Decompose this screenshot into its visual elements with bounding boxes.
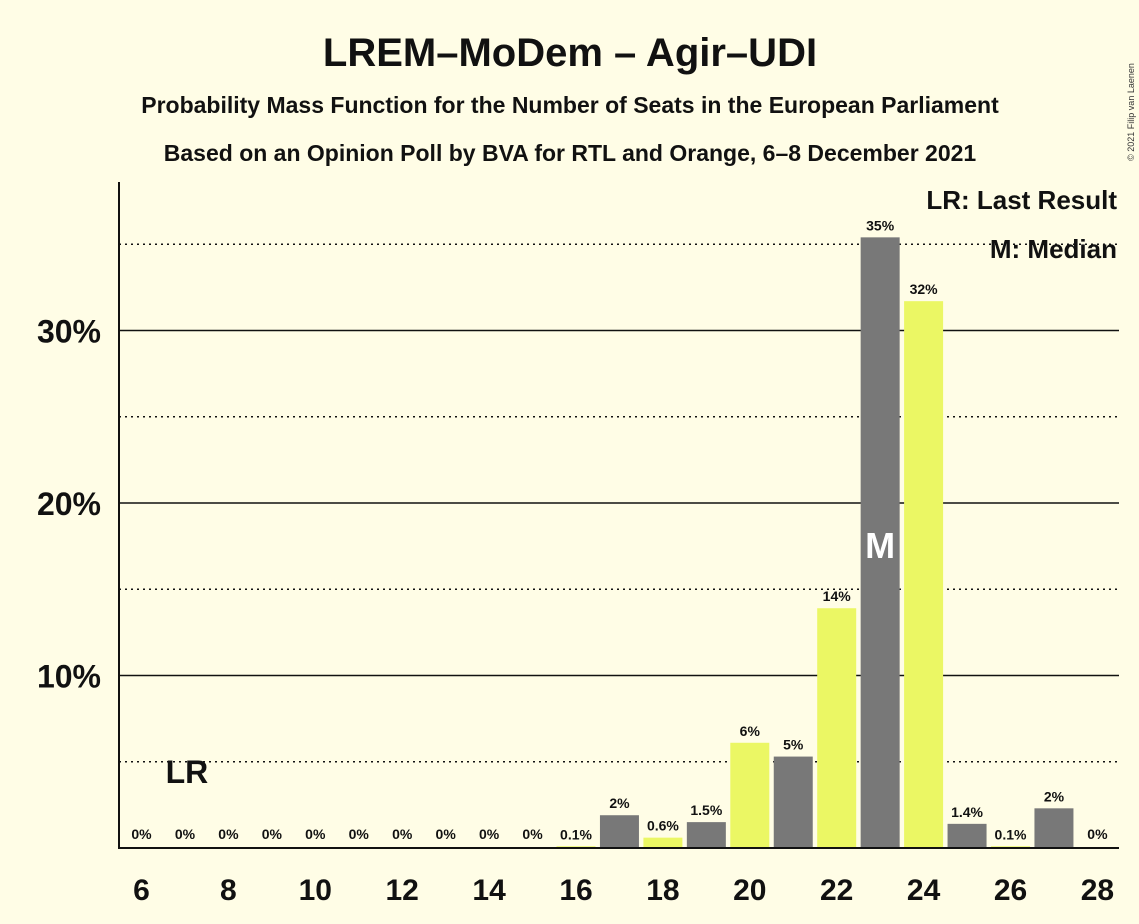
data-label-15: 0% (522, 826, 543, 842)
x-tick-label: 24 (907, 874, 941, 907)
data-label-17: 2% (609, 795, 630, 811)
x-tick-label: 14 (472, 874, 506, 907)
bar-18 (643, 837, 683, 848)
last-result-marker: LR (166, 754, 209, 790)
y-tick-label: 20% (37, 486, 101, 522)
data-label-8: 0% (218, 826, 239, 842)
data-label-25: 1.4% (951, 804, 983, 820)
data-label-6: 0% (131, 826, 152, 842)
data-label-12: 0% (392, 826, 413, 842)
copyright-notice: © 2021 Filip van Laenen (1126, 63, 1136, 161)
x-tick-label: 22 (820, 874, 853, 907)
bar-21 (773, 756, 813, 848)
x-tick-label: 8 (220, 874, 237, 907)
data-label-7: 0% (175, 826, 196, 842)
x-tick-label: 20 (733, 874, 766, 907)
x-tick-label: 12 (386, 874, 419, 907)
data-label-16: 0.1% (560, 826, 592, 842)
bar-22 (817, 608, 857, 848)
data-label-18: 0.6% (647, 818, 679, 834)
data-label-26: 0.1% (995, 826, 1027, 842)
axis-ticks: 10% 20% 30% 6 8 10 12 14 16 18 20 22 24 26 28 (37, 314, 1114, 908)
median-marker: M (865, 525, 895, 566)
data-label-21: 5% (783, 737, 804, 753)
x-tick-label: 6 (133, 874, 150, 907)
data-label-14: 0% (479, 826, 500, 842)
chart-title: LREM–MoDem – Agir–UDI (323, 31, 817, 75)
bar-24 (904, 301, 944, 848)
data-label-10: 0% (305, 826, 326, 842)
x-tick-label: 10 (299, 874, 332, 907)
data-labels: 0% 0% 0% 0% 0% 0% 0% 0% 0% 0% 0.1% 2% 0.6% 1.5% 6% 5% 14… (131, 217, 1108, 842)
x-tick-label: 16 (559, 874, 592, 907)
y-tick-label: 10% (37, 659, 101, 695)
x-tick-label: 28 (1081, 874, 1114, 907)
data-label-24: 32% (910, 281, 939, 297)
bar-17 (599, 815, 639, 848)
x-tick-label: 26 (994, 874, 1027, 907)
legend-last-result: LR: Last Result (926, 185, 1117, 215)
bar-20 (730, 742, 770, 848)
bar-19 (686, 822, 726, 848)
chart-subtitle-2: Based on an Opinion Poll by BVA for RTL … (164, 140, 977, 166)
markers: LR M (166, 525, 896, 790)
data-label-20: 6% (740, 723, 761, 739)
data-label-13: 0% (436, 826, 457, 842)
chart-subtitle-1: Probability Mass Function for the Number… (141, 92, 999, 118)
bars (556, 237, 1074, 849)
data-label-23: 35% (866, 217, 895, 233)
bar-25 (947, 823, 987, 848)
data-label-9: 0% (262, 826, 283, 842)
data-label-27: 2% (1044, 788, 1065, 804)
legend-median: M: Median (990, 234, 1117, 264)
y-tick-label: 30% (37, 314, 101, 350)
x-tick-label: 18 (646, 874, 679, 907)
bar-23 (860, 237, 900, 849)
gridlines (119, 243, 1119, 763)
bar-27 (1034, 808, 1074, 848)
data-label-19: 1.5% (690, 802, 722, 818)
data-label-28: 0% (1087, 826, 1108, 842)
data-label-22: 14% (823, 588, 852, 604)
data-label-11: 0% (349, 826, 370, 842)
